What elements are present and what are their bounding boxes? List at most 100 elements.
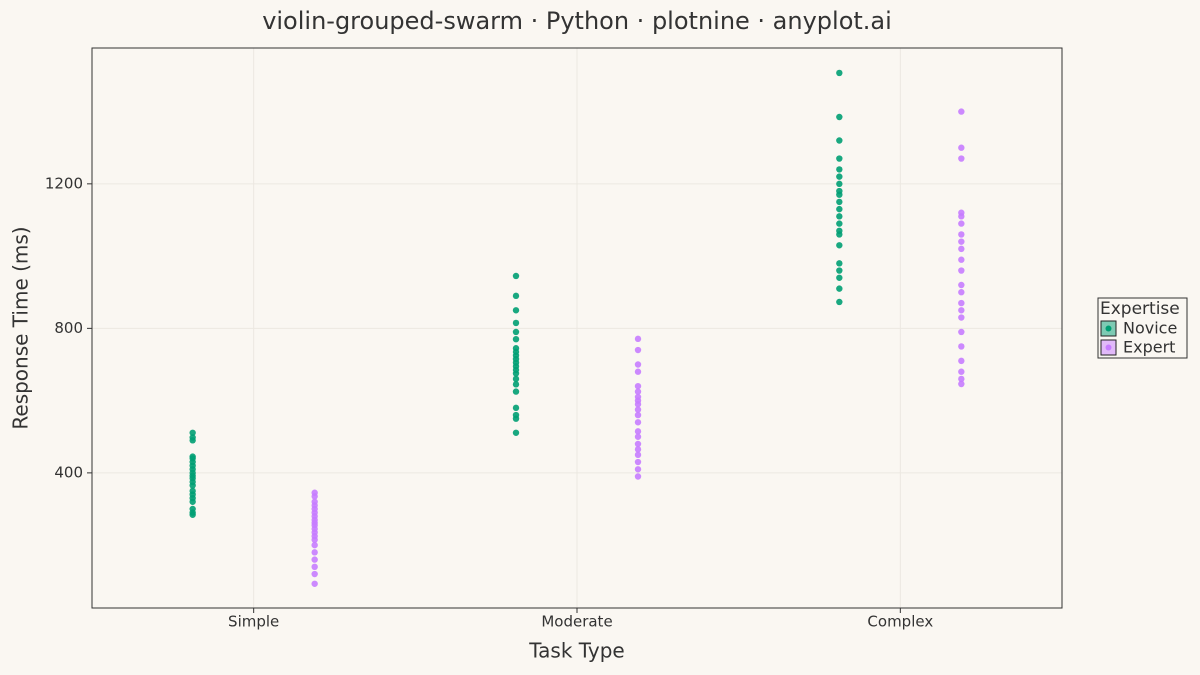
legend-label: Novice <box>1123 319 1177 338</box>
swarm-point <box>634 361 642 368</box>
swarm-point <box>836 113 843 121</box>
swarm-point <box>836 274 843 281</box>
swarm-point <box>836 231 843 238</box>
x-axis-label: Task Type <box>528 639 624 663</box>
y-tick-label: 400 <box>54 463 83 481</box>
swarm-point <box>958 343 965 350</box>
swarm-point <box>836 213 843 220</box>
swarm-point <box>836 180 843 188</box>
swarm-point <box>958 213 965 220</box>
swarm-point <box>958 299 965 307</box>
swarm-point <box>634 401 642 408</box>
swarm-point <box>512 375 520 383</box>
swarm-point <box>311 556 318 563</box>
swarm-point <box>512 292 520 300</box>
swarm-point <box>836 69 843 77</box>
chart-title: violin-grouped-swarm · Python · plotnine… <box>262 7 892 35</box>
swarm-point <box>958 307 965 314</box>
swarm-point <box>836 191 843 198</box>
swarm-point <box>634 428 642 435</box>
swarm-point <box>836 155 843 162</box>
swarm-point <box>512 272 520 280</box>
swarm-point <box>958 314 965 321</box>
swarm-point <box>836 260 843 267</box>
swarm-point <box>311 541 318 549</box>
plot-border <box>91 47 1063 609</box>
x-tick-label: Complex <box>867 613 933 631</box>
swarm-point <box>958 289 965 296</box>
swarm-point <box>512 404 520 412</box>
swarm-point <box>958 281 965 289</box>
swarm-point <box>958 220 965 227</box>
swarm-point <box>958 375 965 383</box>
legend-point <box>1105 325 1112 332</box>
swarm-point <box>634 451 642 459</box>
swarm-point <box>634 446 642 453</box>
swarm-point <box>512 328 520 336</box>
swarm-point <box>836 242 843 249</box>
swarm-point <box>189 429 196 436</box>
swarm-point <box>311 563 318 571</box>
swarm-point <box>958 256 965 263</box>
swarm-point <box>634 458 642 466</box>
swarm-point <box>311 536 318 543</box>
swarm-point <box>634 368 642 375</box>
swarm-point <box>958 368 965 375</box>
swarm-point <box>189 511 196 518</box>
y-tick-label: 1200 <box>45 174 83 192</box>
swarm-point <box>512 307 520 314</box>
swarm-point <box>836 198 843 206</box>
swarm-point <box>634 388 642 395</box>
swarm-point <box>634 382 642 390</box>
y-tick-label: 800 <box>54 319 83 337</box>
swarm-point <box>512 370 520 377</box>
legend-title: Expertise <box>1100 299 1180 319</box>
swarm-point <box>958 267 965 274</box>
swarm-point <box>512 415 520 422</box>
swarm-point <box>634 406 642 413</box>
swarm-point <box>958 155 965 162</box>
swarm-point <box>634 473 642 480</box>
swarm-point <box>958 108 965 115</box>
swarm-point <box>634 440 642 448</box>
swarm-point <box>958 328 965 336</box>
swarm-point <box>311 570 318 578</box>
swarm-point <box>634 411 642 419</box>
swarm-point <box>512 388 520 395</box>
swarm-point <box>958 380 965 388</box>
swarm-point <box>512 381 520 388</box>
swarm-point <box>836 205 843 213</box>
swarm-point <box>836 285 843 292</box>
swarm-point <box>311 549 318 556</box>
swarm-point <box>836 173 843 180</box>
swarm-point <box>512 429 520 436</box>
swarm-point <box>189 437 196 444</box>
swarm-point <box>512 319 520 327</box>
swarm-point <box>836 137 843 144</box>
swarm-point <box>958 245 965 253</box>
swarm-point <box>836 267 843 274</box>
y-axis-label: Response Time (ms) <box>9 226 33 429</box>
swarm-point <box>634 433 642 440</box>
legend-point <box>1105 344 1112 351</box>
swarm-point <box>836 298 843 306</box>
legend-label: Expert <box>1123 338 1175 357</box>
swarm-point <box>512 336 520 343</box>
swarm-point <box>311 580 318 587</box>
swarm-point <box>189 498 196 505</box>
swarm-point <box>836 166 843 173</box>
swarm-point <box>958 231 965 238</box>
swarm-point <box>958 357 965 365</box>
swarm-point <box>634 419 642 426</box>
swarm-point <box>836 220 843 227</box>
x-tick-label: Moderate <box>541 613 612 631</box>
swarm-point <box>189 482 196 489</box>
swarm-point <box>958 238 965 245</box>
swarm-point <box>958 144 965 151</box>
swarm-point <box>311 493 318 500</box>
swarm-point <box>634 466 642 473</box>
x-tick-label: Simple <box>228 613 279 631</box>
swarm-point <box>634 335 642 343</box>
swarm-point <box>634 346 642 354</box>
